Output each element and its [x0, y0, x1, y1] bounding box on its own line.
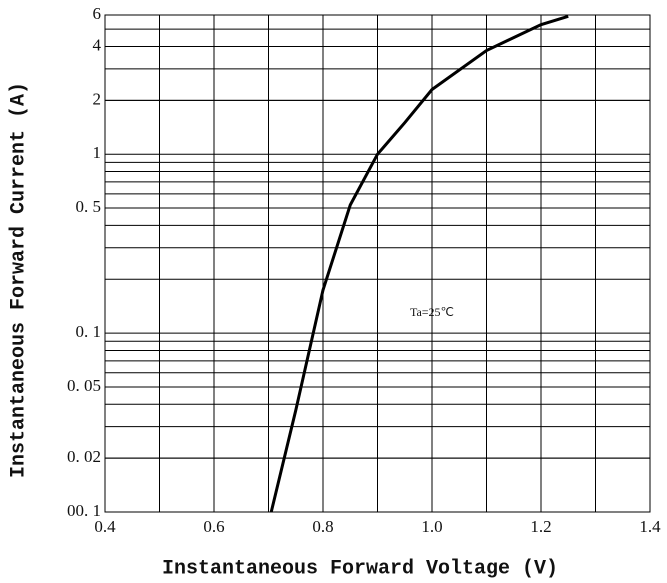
plot-frame	[104, 14, 651, 513]
x-tick-label: 1.0	[421, 517, 442, 536]
y-tick-label: 6	[93, 4, 102, 23]
x-tick-label: 1.2	[530, 517, 551, 536]
y-tick-label: 00. 1	[67, 501, 101, 520]
y-tick-label: 0. 1	[76, 322, 102, 341]
x-tick-label: 0.6	[203, 517, 224, 536]
y-tick-label: 0. 05	[67, 376, 101, 395]
y-tick-label: 2	[93, 89, 102, 108]
x-axis-label: Instantaneous Forward Voltage (V)	[162, 557, 558, 580]
x-tick-label: 0.4	[94, 517, 116, 536]
x-tick-label: 0.8	[312, 517, 333, 536]
y-tick-label: 4	[93, 35, 102, 54]
y-axis-label: Instantaneous Forward Current (A)	[7, 82, 30, 478]
y-tick-label: 1	[93, 143, 102, 162]
y-tick-label: 0. 02	[67, 447, 101, 466]
x-tick-label: 1.4	[639, 517, 661, 536]
y-tick-label: 0. 5	[76, 197, 102, 216]
curve	[269, 14, 569, 513]
